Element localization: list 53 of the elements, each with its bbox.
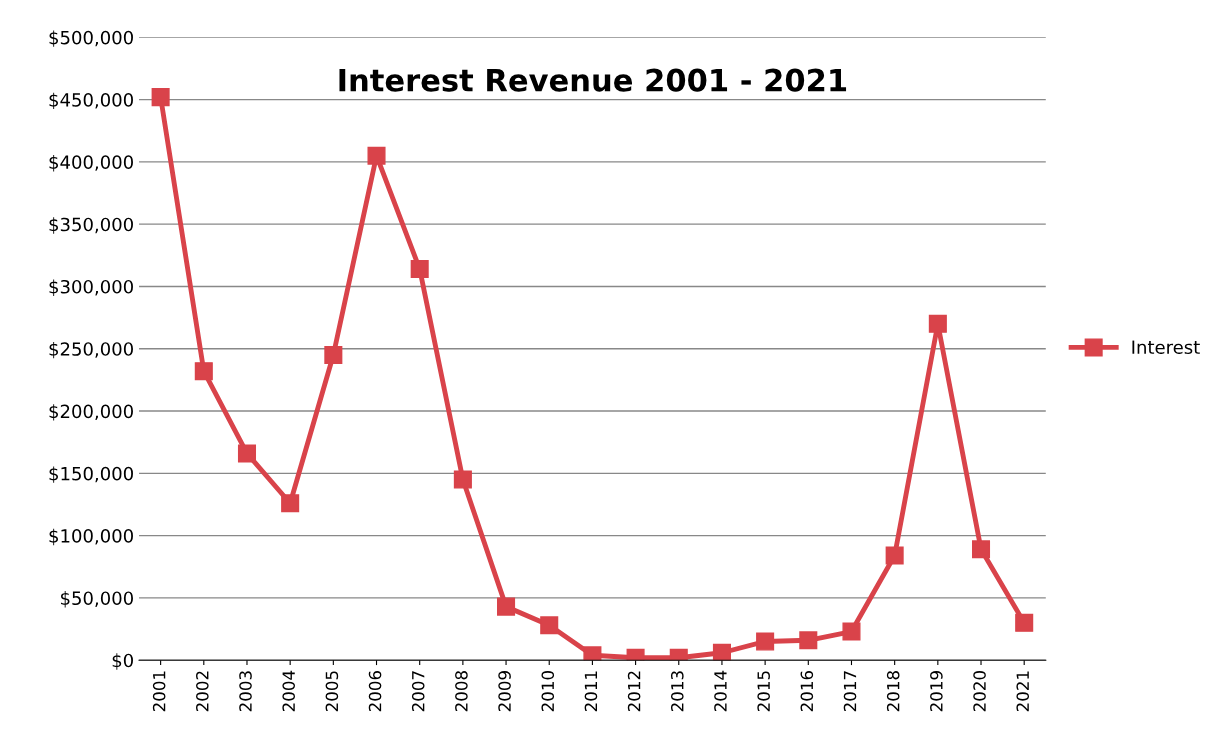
point [194,362,213,381]
point [151,88,170,107]
x-tick-label: 2010 [541,671,555,712]
x-tick-label: 2016 [800,670,814,712]
x-tick-label: 2017 [843,671,857,712]
y-tick-label: $450,000 [49,92,133,110]
point [281,494,300,513]
point [799,631,818,650]
y-tick-label: $350,000 [49,217,133,234]
point [367,146,386,165]
point [583,646,602,661]
y-tick-label: $0 [112,653,133,670]
point [324,345,343,365]
point [453,470,472,489]
point [885,546,904,565]
x-tick-label: 2002 [196,671,209,712]
x-tick-label: 2006 [368,670,382,712]
x-tick-label: 2019 [930,671,943,712]
x-tick-label: 2011 [584,671,598,712]
point [756,632,775,651]
x-tick-label: 2003 [239,671,252,712]
y-tick-label: $200,000 [49,404,133,421]
point [842,622,861,641]
y-tick-label: $50,000 [61,591,133,608]
y-tick-label: $500,000 [49,30,133,47]
legend-label: Interest [1132,340,1200,354]
point [1015,613,1034,632]
point [540,616,559,635]
y-tick-label: $300,000 [49,279,133,296]
x-tick-label: 2018 [886,671,900,712]
y-tick-label: $150,000 [49,466,133,483]
point [971,540,991,559]
x-tick-label: 2015 [757,671,770,712]
point [712,643,731,661]
x-tick-label: 2012 [627,671,641,712]
point [928,314,947,333]
x-tick-label: 2009 [498,671,511,712]
x-tick-label: 2001 [152,671,166,712]
y-tick-label: $100,000 [49,528,133,546]
y-tick-label: $400,000 [49,155,133,172]
y-tick-label: $250,000 [49,341,133,359]
text: Interest Revenue 2001 - 2021 [339,68,847,92]
point [410,259,429,279]
point [497,597,516,616]
x-tick-label: 2021 [1016,671,1030,712]
x-tick-label: 2005 [325,671,339,712]
x-tick-label: 2008 [455,671,468,712]
x-tick-label: 2007 [411,671,425,712]
x-tick-label: 2004 [282,670,295,712]
x-tick-label: 2014 [714,670,727,712]
x-tick-label: 2020 [973,671,986,712]
point [237,444,257,463]
x-tick-label: 2013 [671,671,684,712]
